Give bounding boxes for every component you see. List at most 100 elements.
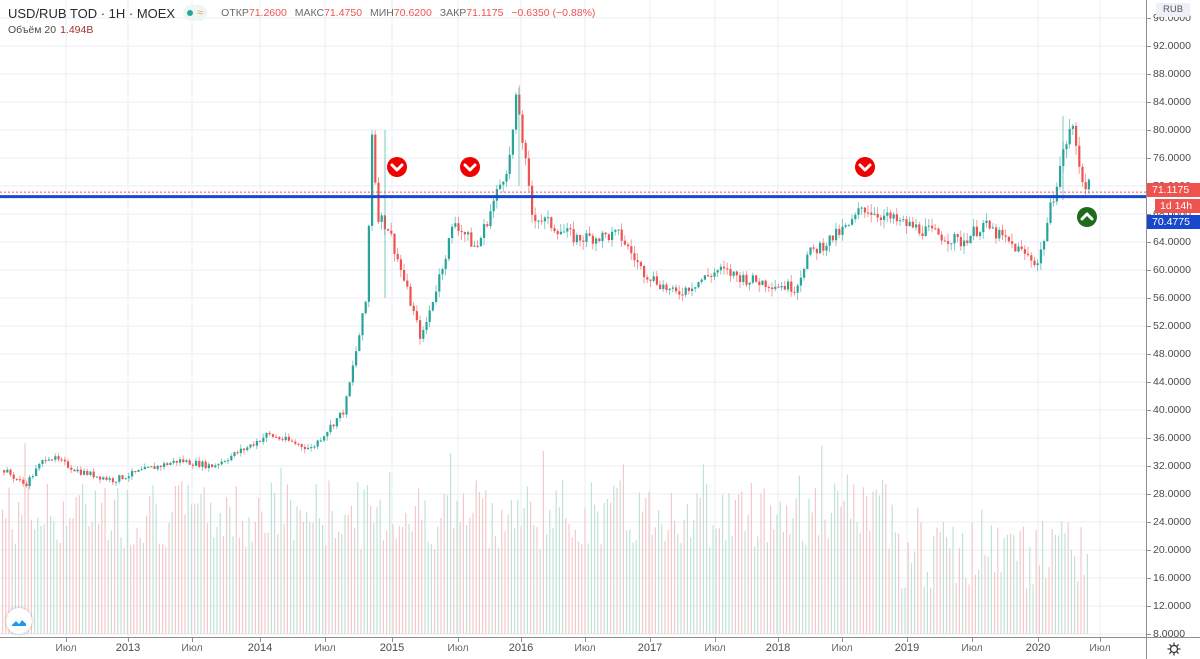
time-tick-mark (521, 638, 522, 642)
time-tick-label: Июл (831, 642, 853, 654)
time-tick-mark (66, 638, 67, 642)
price-tick-mark (1147, 158, 1151, 159)
close-label: ЗАКР (439, 7, 467, 19)
time-tick-mark (325, 638, 326, 642)
high-value: 71.4750 (324, 7, 363, 19)
price-tick-label: 84.0000 (1153, 96, 1191, 108)
time-tick-mark (1038, 638, 1039, 642)
price-tick-mark (1147, 326, 1151, 327)
price-tick-mark (1147, 74, 1151, 75)
time-tick-label: 2018 (765, 642, 791, 654)
low-label: МИН (369, 7, 394, 19)
cloud-logo-icon (11, 617, 27, 626)
time-tick-mark (842, 638, 843, 642)
volume-label: Объём 20 (8, 24, 57, 36)
time-tick-mark (778, 638, 779, 642)
price-tick-label: 76.0000 (1153, 152, 1191, 164)
time-tick-label: Июл (704, 642, 726, 654)
sell-signal-icon[interactable] (460, 157, 480, 177)
price-tick-mark (1147, 438, 1151, 439)
time-tick-label: Июл (181, 642, 203, 654)
close-value: 71.1175 (466, 7, 504, 19)
price-tick-mark (1147, 522, 1151, 523)
price-tick-mark (1147, 382, 1151, 383)
time-tick-mark (972, 638, 973, 642)
price-tick-mark (1147, 634, 1151, 635)
open-label: ОТКР (221, 7, 249, 19)
gear-icon (1167, 642, 1180, 655)
time-tick-mark (907, 638, 908, 642)
price-tick-mark (1147, 298, 1151, 299)
symbol-title[interactable]: USD/RUB TOD · 1H · MOEX (8, 5, 176, 21)
price-tick-mark (1147, 410, 1151, 411)
open-value: 71.2600 (248, 7, 287, 19)
status-pill[interactable]: ≈ (183, 5, 208, 21)
price-tick-label: 92.0000 (1153, 40, 1191, 52)
price-tick-label: 12.0000 (1153, 600, 1191, 612)
price-tick-mark (1147, 550, 1151, 551)
time-tick-label: 2020 (1025, 642, 1051, 654)
time-tick-label: 2019 (894, 642, 920, 654)
time-tick-mark (260, 638, 261, 642)
price-tick-mark (1147, 578, 1151, 579)
price-tick-label: 44.0000 (1153, 376, 1191, 388)
time-tick-label: 2017 (637, 642, 663, 654)
time-tick-mark (1100, 638, 1101, 642)
time-axis[interactable]: Июл 2013 Июл 2014 Июл 2015 Июл 2016 Июл 2017 Июл 20… (0, 637, 1146, 659)
symbol-legend: USD/RUB TOD · 1H · MOEX ≈ ОТКР71.2600 МА… (8, 5, 600, 21)
time-tick-label: Июл (574, 642, 596, 654)
price-tick-label: 16.0000 (1153, 572, 1191, 584)
price-tick-mark (1147, 494, 1151, 495)
price-tick-label: 20.0000 (1153, 544, 1191, 556)
price-tick-mark (1147, 270, 1151, 271)
time-tick-mark (128, 638, 129, 642)
low-value: 70.6200 (393, 7, 432, 19)
price-tick-label: 60.0000 (1153, 264, 1191, 276)
candlestick-chart (0, 0, 1146, 637)
time-tick-label: Июл (961, 642, 983, 654)
time-tick-mark (585, 638, 586, 642)
price-tick-label: 36.0000 (1153, 432, 1191, 444)
change-value: −0.6350 (−0.88%) (511, 7, 596, 19)
price-tick-label: 32.0000 (1153, 460, 1191, 472)
price-tick-label: 52.0000 (1153, 320, 1191, 332)
price-tick-mark (1147, 242, 1151, 243)
bar-countdown-tag: 1d 14h (1155, 199, 1200, 214)
time-tick-label: Июл (55, 642, 77, 654)
price-tick-label: 88.0000 (1153, 68, 1191, 80)
high-label: МАКС (294, 7, 325, 19)
price-tick-mark (1147, 130, 1151, 131)
time-tick-label: Июл (1089, 642, 1111, 654)
price-tick-mark (1147, 606, 1151, 607)
volume-bars (2, 443, 1088, 634)
time-tick-label: 2013 (115, 642, 141, 654)
volume-value: 1.494B (60, 24, 94, 36)
time-tick-mark (715, 638, 716, 642)
currency-label[interactable]: RUB (1156, 3, 1190, 17)
price-tick-label: 64.0000 (1153, 236, 1191, 248)
price-tick-label: 28.0000 (1153, 488, 1191, 500)
price-axis[interactable]: 96.0000 92.0000 88.0000 84.0000 80.0000 76.00… (1146, 0, 1200, 640)
chart-settings-button[interactable] (1146, 637, 1200, 659)
time-tick-label: Июл (314, 642, 336, 654)
tradingview-logo-button[interactable] (6, 608, 32, 634)
time-tick-mark (458, 638, 459, 642)
time-tick-mark (392, 638, 393, 642)
time-tick-label: 2016 (508, 642, 534, 654)
horizontal-line-price-tag: 70.4775 (1147, 214, 1200, 229)
price-tick-label: 80.0000 (1153, 124, 1191, 136)
chart-plot-area[interactable]: USD/RUB TOD · 1H · MOEX ≈ ОТКР71.2600 МА… (0, 0, 1146, 637)
sell-signal-icon[interactable] (855, 157, 875, 177)
price-tick-label: 40.0000 (1153, 404, 1191, 416)
sell-signal-icon[interactable] (387, 157, 407, 177)
delayed-data-icon: ≈ (197, 6, 204, 19)
price-tick-label: 48.0000 (1153, 348, 1191, 360)
time-tick-label: 2015 (379, 642, 405, 654)
market-status-icon (187, 10, 194, 16)
candles (3, 85, 1090, 490)
buy-signal-icon[interactable] (1077, 207, 1097, 227)
price-tick-mark (1147, 102, 1151, 103)
volume-legend[interactable]: Объём 20 1.494B (8, 24, 93, 36)
time-tick-label: Июл (447, 642, 469, 654)
